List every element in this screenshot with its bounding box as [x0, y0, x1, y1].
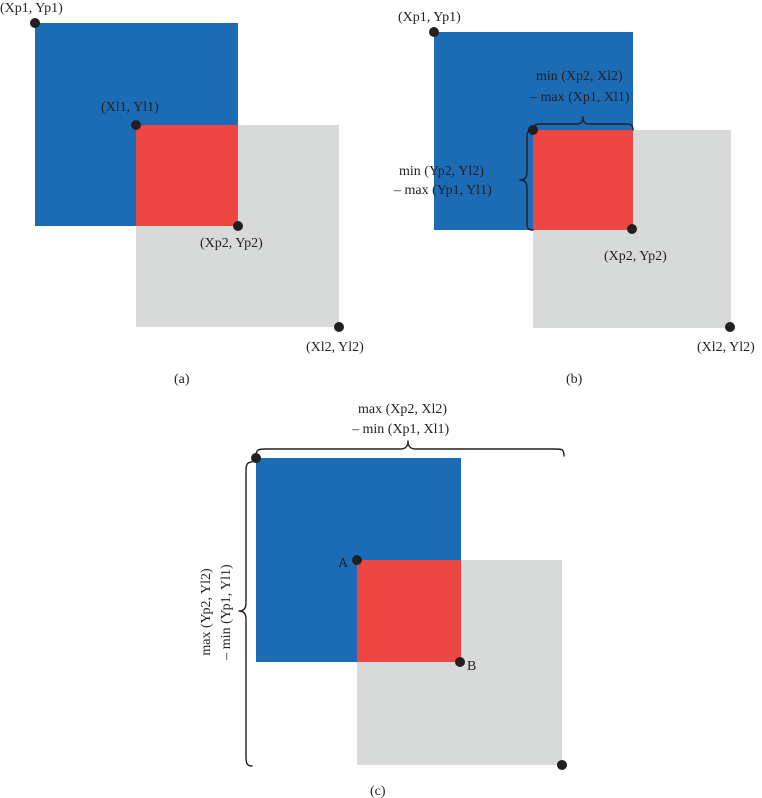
label-p1: (Xp1, Yp1) [398, 10, 461, 25]
height-formula-line2: – max (Yp1, Yl1) [393, 183, 492, 198]
point-l2 [334, 322, 344, 332]
point-l2 [725, 322, 735, 332]
point-p1 [429, 27, 439, 37]
point-p2 [627, 224, 637, 234]
height-formula-line1: min (Yp2, Yl2) [399, 164, 484, 179]
caption-b: (b) [566, 372, 583, 387]
point-b [455, 657, 465, 667]
width-brace [532, 116, 634, 131]
point-p2 [233, 221, 243, 231]
label-p1: (Xp1, Yp1) [0, 1, 63, 16]
label-p2: (Xp2, Yp2) [604, 249, 667, 264]
label-l2: (Xl2, Yl2) [306, 340, 364, 355]
height-formula-line2: – min (Yp1, Yl1) [219, 564, 234, 661]
panel-b: (Xp1, Yp1) (Xp2, Yp2) (Xl2, Yl2) min (Xp… [393, 10, 755, 387]
width-formula-line1: min (Xp2, Xl2) [536, 69, 623, 84]
height-brace [519, 129, 534, 231]
height-formula-line1: max (Yp2, Yl2) [199, 568, 214, 656]
label-l2: (Xl2, Yl2) [697, 340, 755, 355]
width-formula-line1: max (Xp2, Xl2) [358, 402, 447, 417]
width-formula-line2: – min (Xp1, Xl1) [351, 422, 450, 437]
panel-c: max (Xp2, Xl2) – min (Xp1, Xl1) max (Yp2… [199, 402, 567, 798]
label-l1: (Xl1, Yl1) [101, 100, 159, 115]
label-a: A [338, 556, 349, 571]
width-formula-line2: – max (Xp1, Xl1) [529, 90, 630, 105]
point-top-left [251, 453, 261, 463]
point-bottom-right [557, 760, 567, 770]
height-brace [238, 461, 253, 767]
intersection-box [357, 560, 461, 662]
point-l1 [131, 120, 141, 130]
intersection-box [136, 125, 238, 226]
caption-a: (a) [174, 372, 190, 387]
point-a [352, 555, 362, 565]
label-b: B [467, 659, 476, 674]
caption-c: (c) [370, 784, 386, 798]
width-brace [255, 440, 565, 457]
point-p1 [30, 18, 40, 28]
panel-a: (Xp1, Yp1) (Xl1, Yl1) (Xp2, Yp2) (Xl2, Y… [0, 1, 364, 387]
intersection-box [533, 130, 633, 230]
label-p2: (Xp2, Yp2) [200, 236, 263, 251]
